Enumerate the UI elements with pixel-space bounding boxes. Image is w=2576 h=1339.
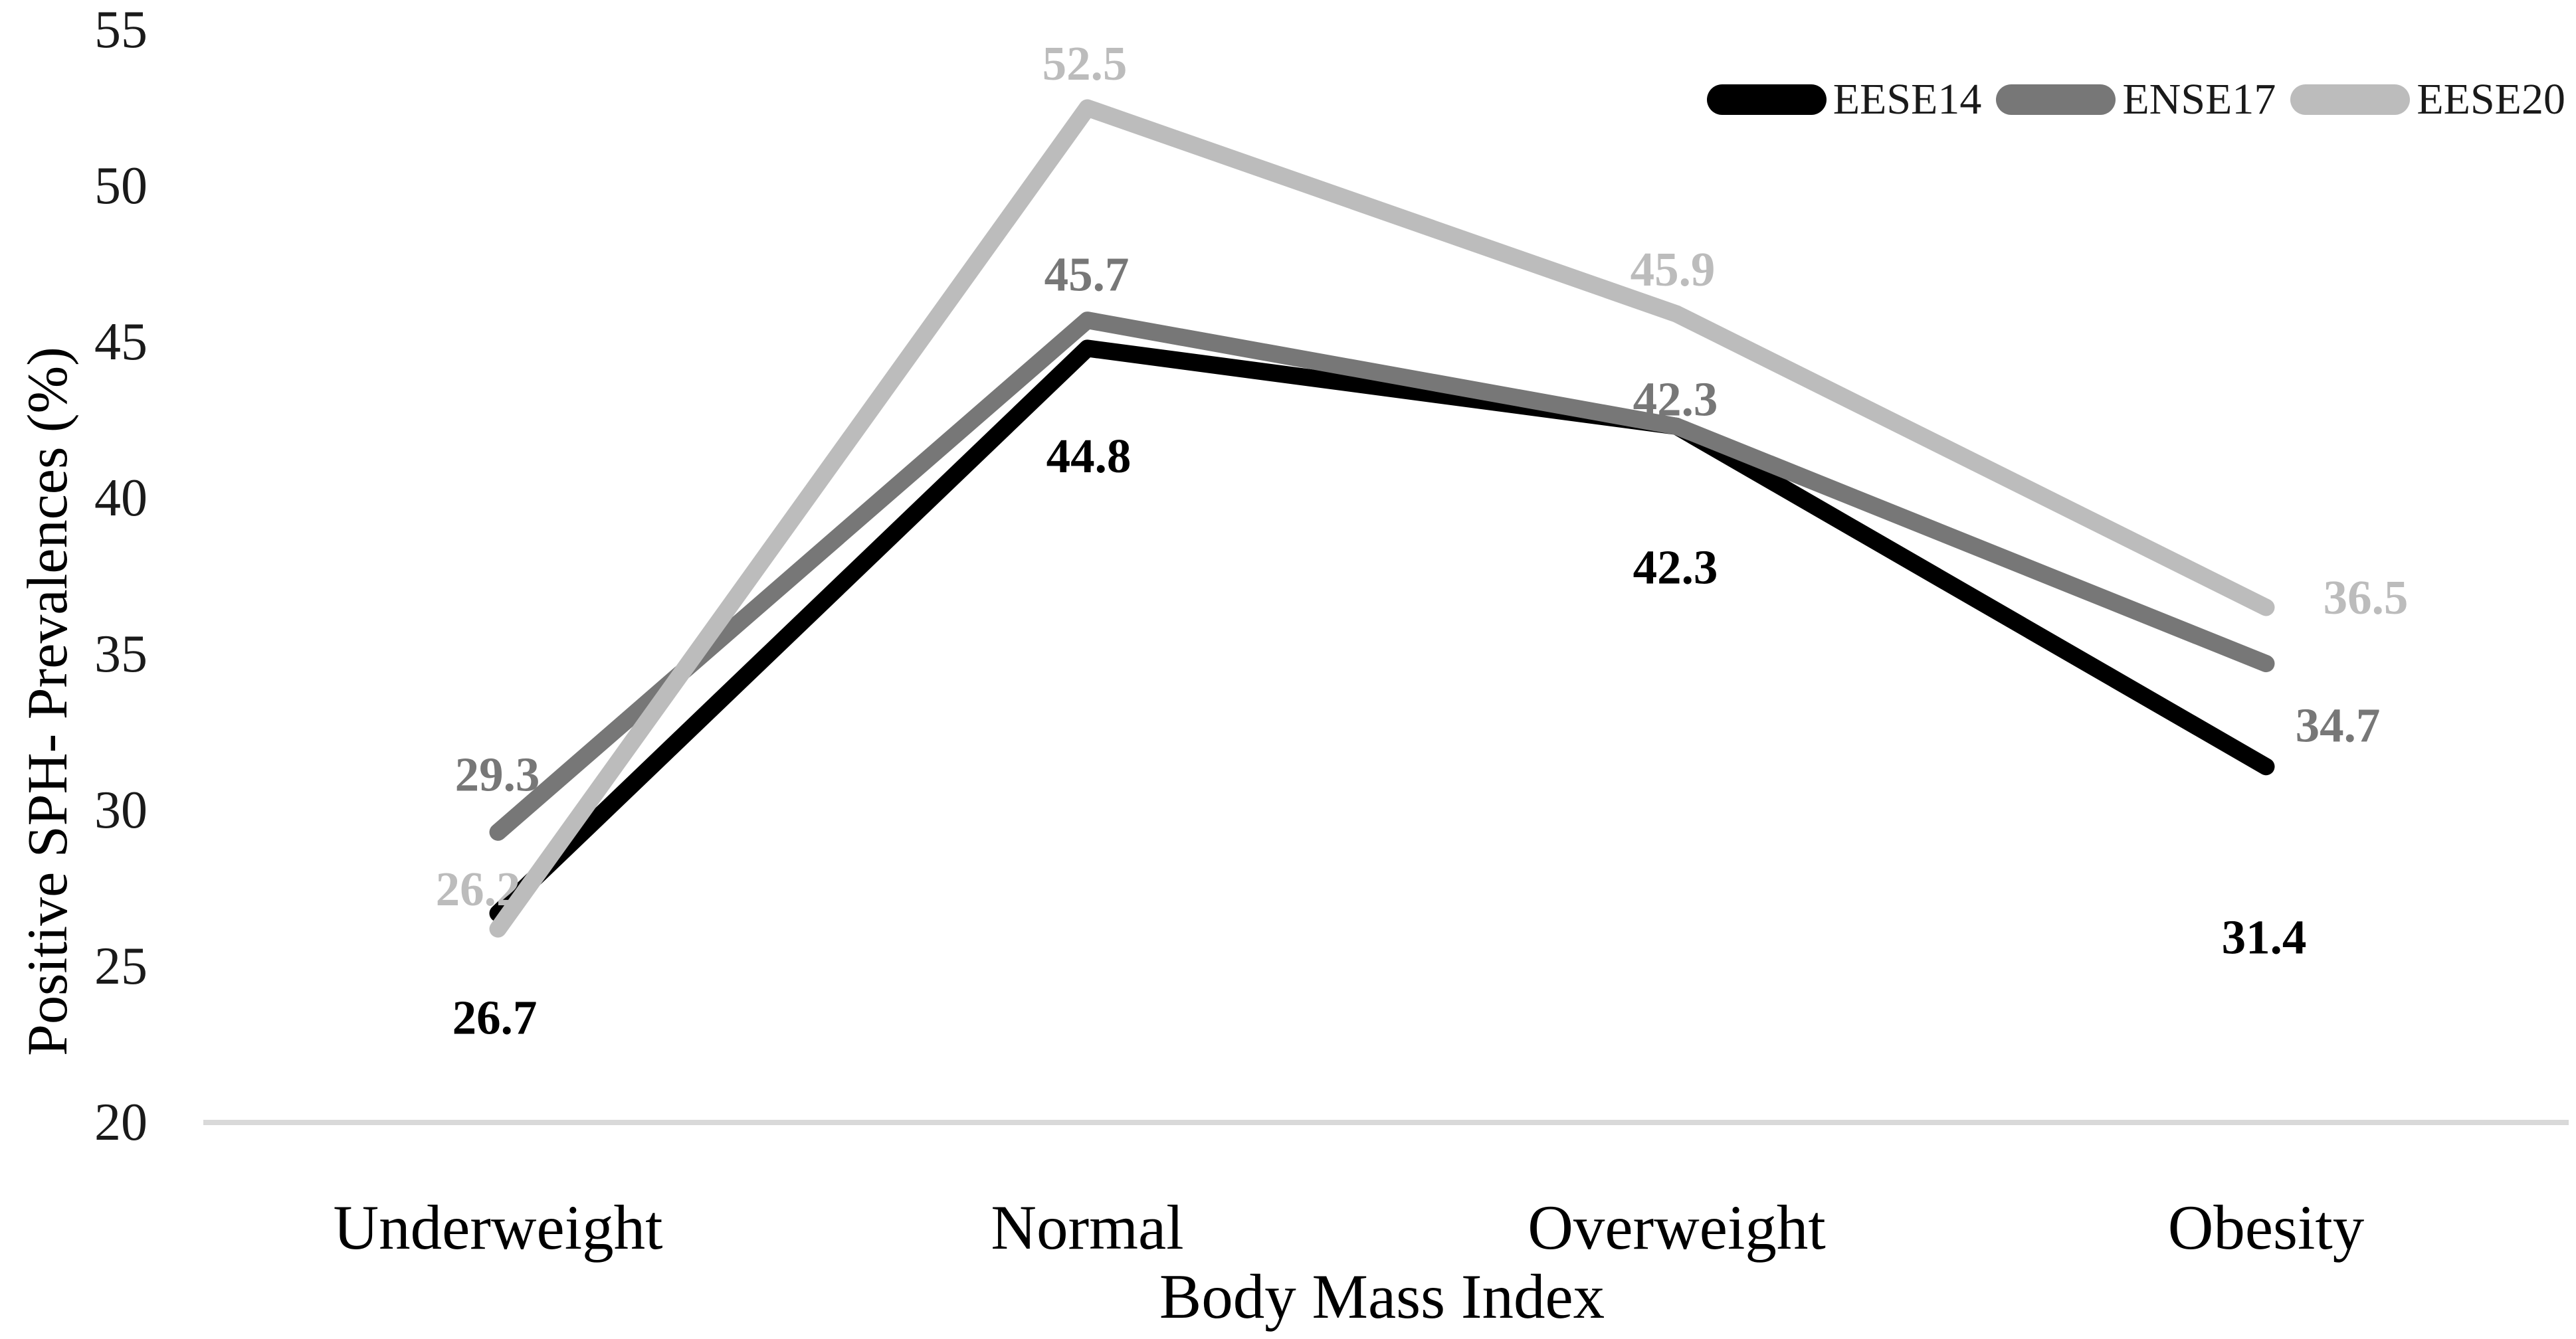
legend: EESE14 ENSE17 EESE20 [1706, 74, 2565, 125]
legend-line-swatch-icon [1996, 84, 2116, 115]
y-tick-label: 25 [94, 937, 148, 996]
category-label: Normal [991, 1192, 1183, 1263]
data-label: 42.3 [1633, 540, 1718, 594]
legend-label: EESE14 [1833, 75, 1982, 124]
y-tick-label: 45 [94, 313, 148, 371]
legend-line-swatch-icon [2290, 84, 2411, 115]
y-tick-label: 35 [94, 625, 148, 683]
y-tick-label: 30 [94, 781, 148, 840]
data-label: 45.9 [1631, 242, 1716, 296]
data-label: 45.7 [1044, 248, 1130, 302]
series-line-ense17 [489, 312, 2275, 841]
data-label: 34.7 [2296, 699, 2381, 753]
y-tick-label: 55 [94, 1, 148, 59]
data-label: 44.8 [1046, 429, 1132, 483]
series-line-eese20 [489, 99, 2275, 938]
data-label: 52.5 [1042, 37, 1128, 90]
y-axis-title: Positive SPH- Prevalences (%) [15, 347, 79, 1056]
y-tick-label: 20 [94, 1093, 148, 1152]
legend-item-eese20: EESE20 [2290, 74, 2565, 125]
x-axis-title: Body Mass Index [1159, 1261, 1605, 1332]
legend-item-eese14: EESE14 [1706, 74, 1982, 125]
series-line-eese14 [489, 339, 2275, 923]
legend-item-ense17: ENSE17 [1996, 74, 2276, 125]
data-label: 42.3 [1633, 372, 1718, 426]
y-tick-label: 40 [94, 469, 148, 527]
data-label: 26.7 [452, 991, 538, 1045]
category-label: Obesity [2168, 1192, 2365, 1263]
legend-label: ENSE17 [2122, 75, 2276, 124]
data-label: 36.5 [2324, 571, 2409, 624]
y-tick-label: 50 [94, 157, 148, 215]
legend-line-swatch-icon [1706, 84, 1827, 115]
category-label: Overweight [1528, 1192, 1825, 1263]
data-label: 26.2 [436, 862, 521, 916]
category-label: Underweight [334, 1192, 663, 1263]
legend-label: EESE20 [2417, 75, 2565, 124]
data-label: 29.3 [455, 747, 540, 801]
data-label: 31.4 [2222, 911, 2307, 964]
